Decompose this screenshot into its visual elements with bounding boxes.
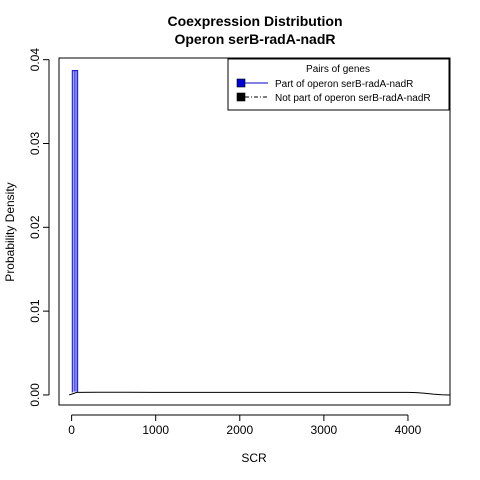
legend-swatch-notpart <box>236 92 246 102</box>
chart-title-line1: Coexpression Distribution <box>167 13 342 29</box>
y-axis: 0.00 0.01 0.02 0.03 0.04 <box>28 48 50 407</box>
y-tick-label: 0.04 <box>28 48 42 72</box>
legend-label-notpart: Not part of operon serB-radA-nadR <box>275 93 431 104</box>
x-tick-label: 1000 <box>142 423 169 437</box>
x-axis: 0 1000 2000 3000 4000 <box>68 414 422 437</box>
y-tick-label: 0.02 <box>28 215 42 239</box>
legend-box <box>227 58 450 111</box>
x-axis-label: SCR <box>241 451 267 465</box>
legend: Pairs of genes Part of operon serB-radA-… <box>227 58 450 111</box>
legend-label-part: Part of operon serB-radA-nadR <box>275 79 413 90</box>
chart-title-line2: Operon serB-radA-nadR <box>174 31 335 47</box>
x-tick-label: 3000 <box>311 423 338 437</box>
legend-title: Pairs of genes <box>306 64 370 75</box>
series-line-not-part-of-operon <box>68 391 451 396</box>
series-line-part-of-operon <box>71 70 79 393</box>
y-tick-label: 0.03 <box>28 131 42 155</box>
x-tick-label: 2000 <box>226 423 253 437</box>
series-layer <box>68 70 451 396</box>
x-tick-label: 4000 <box>395 423 422 437</box>
plot-frame <box>58 57 451 406</box>
y-axis-label: Probability Density <box>3 182 17 281</box>
legend-swatch-part <box>236 78 246 88</box>
x-tick-label: 0 <box>68 423 75 437</box>
y-tick-label: 0.01 <box>28 299 42 323</box>
y-tick-label: 0.00 <box>28 383 42 407</box>
